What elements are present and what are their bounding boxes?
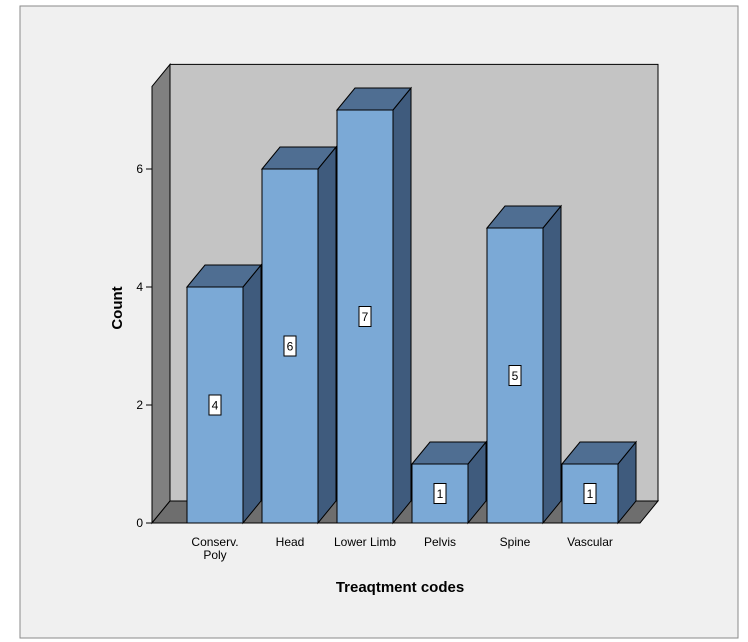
x-tick-label-line: Lower Limb [334,535,396,549]
bar-side [542,204,562,525]
y-tick-label: 4 [136,280,143,294]
bar: 4 [185,263,263,525]
bar-top [410,441,488,465]
bar-top [560,441,638,465]
data-label: 6 [287,340,294,354]
left-wall [151,62,171,525]
data-label-box: 4 [208,394,222,416]
data-label-bg [283,335,297,357]
x-tick-label: Head [276,535,305,549]
x-tick-label: Spine [500,535,531,549]
data-label-box: 1 [583,483,597,504]
x-tick-label: Pelvis [424,535,456,549]
bar: 1 [560,440,638,525]
data-label-box: 5 [508,365,522,386]
data-label: 4 [212,399,219,413]
bar-side [392,86,412,525]
x-axis-title: Treaqtment codes [336,579,464,596]
data-label-bg [358,306,372,327]
data-label: 1 [587,487,594,501]
x-tick-label-line: Spine [500,535,531,549]
bar-side [242,263,262,525]
y-tick-label: 2 [136,398,143,412]
bar-top [260,146,338,170]
x-tick-label: Lower Limb [334,535,396,549]
x-tick-label: Vascular [567,535,613,549]
data-label: 5 [512,369,519,383]
y-tick-label: 6 [136,162,143,176]
data-label-box: 6 [283,335,297,357]
x-tick-label-line: Poly [203,548,226,562]
bar: 6 [260,145,338,525]
bar: 7 [335,86,413,525]
data-label-bg [208,394,222,416]
bar: 5 [485,204,563,525]
y-tick-label: 0 [136,516,143,530]
bar-top [335,87,413,111]
bar-top [485,205,563,229]
data-label-bg [508,365,522,386]
x-tick-label-line: Vascular [567,535,613,549]
bar-side [317,145,337,525]
bar-top [185,264,263,288]
data-label-box: 1 [433,483,447,504]
x-tick-label-line: Head [276,535,305,549]
data-label-box: 7 [358,306,372,327]
data-label-bg [433,483,447,504]
x-tick-label-line: Conserv. [191,535,238,549]
x-tick-label-line: Pelvis [424,535,456,549]
data-label: 1 [437,487,444,501]
x-tick-label: Conserv. Poly [191,535,238,562]
bar: 1 [410,440,488,525]
data-label-bg [583,483,597,504]
data-label: 7 [362,310,369,324]
y-axis-title: Count [109,286,126,329]
